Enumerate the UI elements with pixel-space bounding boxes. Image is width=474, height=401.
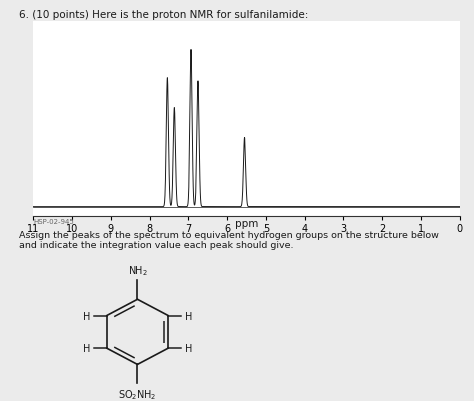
- Text: and indicate the integration value each peak should give.: and indicate the integration value each …: [19, 241, 293, 249]
- Text: 6. (10 points) Here is the proton NMR for sulfanilamide:: 6. (10 points) Here is the proton NMR fo…: [19, 10, 308, 20]
- Text: H: H: [82, 343, 90, 353]
- Text: H: H: [185, 311, 192, 321]
- Text: SO$_2$NH$_2$: SO$_2$NH$_2$: [118, 387, 157, 401]
- Text: ppm: ppm: [235, 219, 258, 229]
- Text: NH$_2$: NH$_2$: [128, 263, 147, 277]
- Text: H: H: [185, 343, 192, 353]
- Text: H: H: [82, 311, 90, 321]
- Text: Assign the peaks of the spectrum to equivalent hydrogen groups on the structure : Assign the peaks of the spectrum to equi…: [19, 231, 439, 239]
- Text: HSP-02-945: HSP-02-945: [33, 219, 74, 225]
